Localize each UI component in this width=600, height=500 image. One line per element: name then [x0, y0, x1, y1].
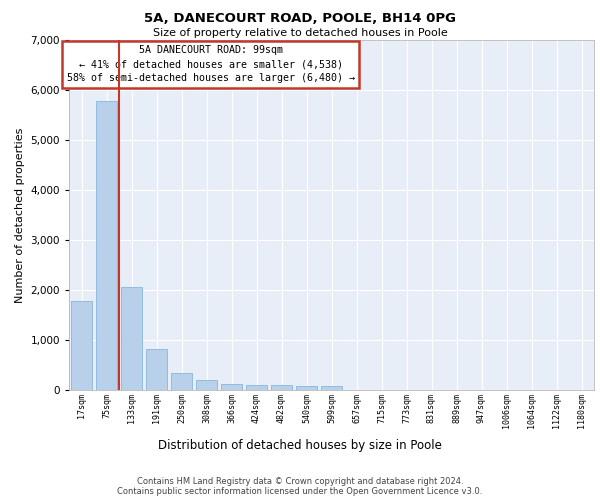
Text: 5A, DANECOURT ROAD, POOLE, BH14 0PG: 5A, DANECOURT ROAD, POOLE, BH14 0PG — [144, 12, 456, 26]
Bar — [296, 386, 317, 390]
Bar — [321, 386, 342, 390]
Bar — [96, 101, 117, 390]
Bar — [221, 384, 242, 390]
Bar — [271, 385, 292, 390]
Bar — [246, 384, 267, 390]
Text: 5A DANECOURT ROAD: 99sqm
← 41% of detached houses are smaller (4,538)
58% of sem: 5A DANECOURT ROAD: 99sqm ← 41% of detach… — [67, 46, 355, 84]
Text: Size of property relative to detached houses in Poole: Size of property relative to detached ho… — [152, 28, 448, 38]
Bar — [121, 287, 142, 390]
Y-axis label: Number of detached properties: Number of detached properties — [15, 128, 25, 302]
Bar — [146, 349, 167, 390]
Text: Distribution of detached houses by size in Poole: Distribution of detached houses by size … — [158, 440, 442, 452]
Bar — [196, 380, 217, 390]
Text: Contains public sector information licensed under the Open Government Licence v3: Contains public sector information licen… — [118, 487, 482, 496]
Text: Contains HM Land Registry data © Crown copyright and database right 2024.: Contains HM Land Registry data © Crown c… — [137, 477, 463, 486]
Bar — [171, 373, 192, 390]
Bar — [71, 301, 92, 390]
